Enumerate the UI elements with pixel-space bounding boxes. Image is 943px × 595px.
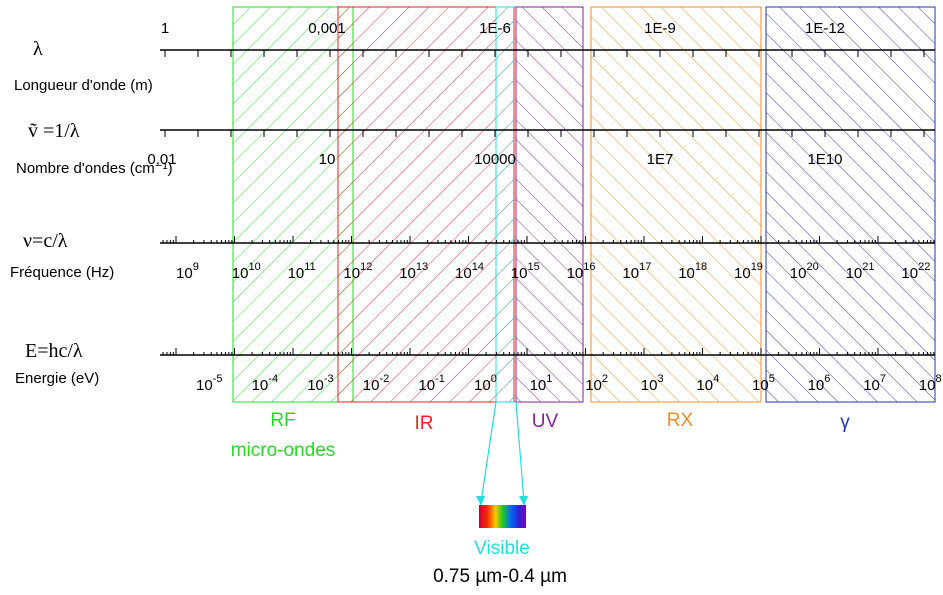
wavenumber-tick-label: 10 bbox=[319, 151, 336, 168]
band-visible-rect bbox=[495, 6, 517, 403]
wavenumber-tick-label: 0,01 bbox=[147, 151, 176, 168]
wavelength-axis-label: Longueur d'onde (m) bbox=[14, 77, 153, 94]
band-rx: RX bbox=[590, 6, 762, 431]
frequency-tick-label: 1015 bbox=[511, 261, 540, 282]
frequency-tick-label: 109 bbox=[176, 261, 199, 282]
wavelength-tick-label: 0,001 bbox=[308, 20, 346, 37]
frequency-tick-label: 1012 bbox=[343, 261, 372, 282]
visible-label: Visible bbox=[474, 538, 530, 559]
energy-tick-label: 100 bbox=[474, 373, 497, 394]
energy-tick-label: 104 bbox=[696, 373, 719, 394]
energy-tick-label: 10-4 bbox=[252, 373, 278, 394]
band-uv: UV bbox=[515, 6, 584, 432]
frequency-tick-label: 1021 bbox=[846, 261, 875, 282]
energy-tick-label: 106 bbox=[808, 373, 831, 394]
energy-tick-label: 105 bbox=[752, 373, 775, 394]
frequency-axis bbox=[160, 236, 935, 244]
wavenumber-tick-label: 1E7 bbox=[647, 151, 674, 168]
wavenumber-axis bbox=[160, 129, 935, 137]
band-gamma-rect bbox=[765, 6, 936, 403]
wavelength-tick-label: 1E-12 bbox=[805, 20, 845, 37]
band-gamma: γ bbox=[765, 6, 936, 433]
frequency-tick-label: 1019 bbox=[734, 261, 763, 282]
wavelength-tick-label: 1E-9 bbox=[644, 20, 676, 37]
wavelength-tick-label: 1E-6 bbox=[479, 20, 511, 37]
band-uv-label: UV bbox=[532, 411, 559, 432]
energy-tick-label: 10-2 bbox=[363, 373, 389, 394]
frequency-tick-label: 1022 bbox=[901, 261, 930, 282]
frequency-tick-label: 1020 bbox=[790, 261, 819, 282]
frequency-tick-label: 1018 bbox=[678, 261, 707, 282]
visible-rainbow-swatch bbox=[479, 505, 526, 528]
band-rx-rect bbox=[590, 6, 762, 403]
energy-symbol: E=hc/λ bbox=[25, 340, 83, 362]
frequency-tick-label: 1013 bbox=[399, 261, 428, 282]
energy-tick-label: 101 bbox=[530, 373, 553, 394]
energy-tick-label: 10-1 bbox=[418, 373, 444, 394]
energy-tick-label: 102 bbox=[585, 373, 608, 394]
wavenumber-symbol: ṽ =1/λ bbox=[28, 120, 80, 142]
band-rf-label: RF bbox=[270, 410, 295, 431]
wavelength-axis bbox=[160, 49, 935, 57]
band-rf: RF micro-ondes bbox=[231, 6, 354, 461]
band-rx-label: RX bbox=[667, 410, 694, 431]
wavenumber-tick-label: 10000 bbox=[474, 151, 516, 168]
visible-spectrum: Visible 0.75 µm-0.4 µm bbox=[433, 401, 567, 587]
energy-axis bbox=[160, 348, 935, 356]
frequency-tick-label: 1017 bbox=[622, 261, 651, 282]
band-ir-rect bbox=[337, 6, 515, 403]
band-ir-label: IR bbox=[415, 413, 434, 434]
band-rf-sublabel: micro-ondes bbox=[231, 440, 336, 461]
visible-range-label: 0.75 µm-0.4 µm bbox=[433, 566, 567, 587]
energy-tick-label: 10-3 bbox=[307, 373, 333, 394]
wavelength-symbol: λ bbox=[33, 38, 43, 60]
wavelength-tick-label: 1 bbox=[161, 20, 169, 37]
band-gamma-label: γ bbox=[840, 412, 850, 433]
frequency-tick-label: 1016 bbox=[567, 261, 596, 282]
band-uv-rect bbox=[515, 6, 584, 403]
frequency-symbol: ν=c/λ bbox=[23, 230, 68, 252]
frequency-axis-label: Fréquence (Hz) bbox=[10, 264, 115, 281]
band-visible bbox=[495, 6, 517, 403]
band-rf-rect bbox=[232, 6, 354, 403]
energy-tick-label: 108 bbox=[919, 373, 942, 394]
wavenumber-tick-label: 1E10 bbox=[807, 151, 842, 168]
energy-axis-label: Energie (eV) bbox=[15, 370, 100, 387]
frequency-tick-label: 1014 bbox=[455, 261, 484, 282]
frequency-tick-label: 1011 bbox=[288, 261, 316, 282]
energy-tick-label: 103 bbox=[641, 373, 664, 394]
wavenumber-axis-label: Nombre d'ondes (cm⁻¹) bbox=[16, 160, 173, 177]
energy-tick-label: 10-5 bbox=[196, 373, 222, 394]
band-ir: IR bbox=[337, 6, 515, 434]
frequency-tick-label: 1010 bbox=[232, 261, 261, 282]
energy-tick-label: 107 bbox=[863, 373, 886, 394]
